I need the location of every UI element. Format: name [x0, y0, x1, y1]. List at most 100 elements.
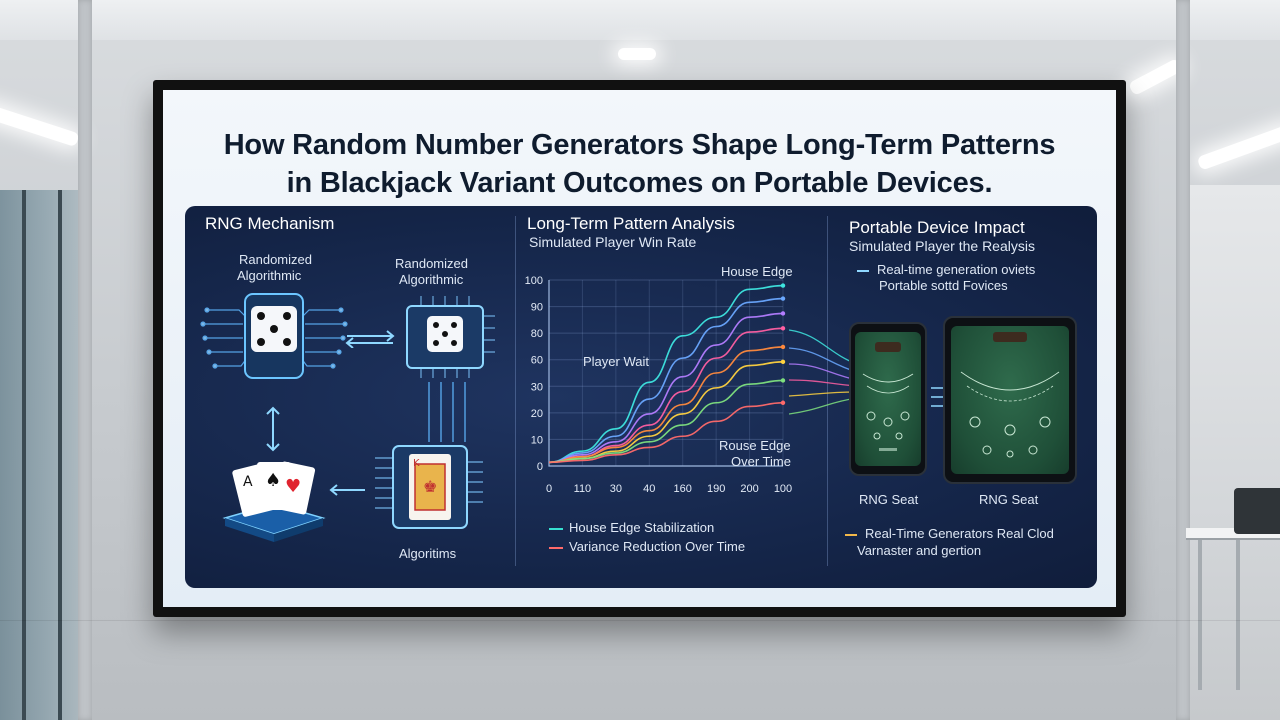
chart-series-endpoint [780, 400, 786, 405]
smartphone-device [849, 322, 927, 476]
chart-label-house-edge-time-1: Rouse Edge [719, 438, 791, 453]
chart-y-tick-label: 100 [525, 275, 543, 287]
rng-label-right-1: Randomized [395, 256, 468, 271]
svg-text:♚: ♚ [423, 477, 437, 496]
device-bottom-line-2: Varnaster and gertion [857, 543, 982, 558]
svg-text:♠: ♠ [265, 470, 281, 491]
ceiling [0, 0, 1280, 40]
ceiling-light-far-right [1196, 123, 1280, 171]
chart-series-line [548, 346, 784, 464]
chart-y-tick-label: 30 [531, 381, 543, 393]
chart-y-tick-label: 20 [531, 408, 543, 420]
tablet-label: RNG Seat [979, 492, 1039, 507]
device-note-line-1: Real-time generation oviets [877, 262, 1036, 277]
svg-text:A: A [243, 474, 253, 490]
office-chair [1234, 488, 1280, 534]
legend-stabilization: House Edge Stabilization [569, 520, 715, 535]
chart-x-tick-label: 30 [610, 483, 622, 495]
glass-frame [22, 190, 26, 720]
chart-series-endpoint [780, 326, 786, 331]
rng-label-left-2: Algorithmic [237, 268, 302, 283]
chart-label-player: Player Wait [583, 354, 649, 369]
chart-series-endpoint [780, 283, 786, 288]
chart-x-tick-label: 40 [643, 483, 655, 495]
rng-label-right-2: Algorithmic [399, 272, 464, 287]
vertical-arrow-icon [266, 406, 280, 452]
exchange-arrow-icon [345, 330, 395, 348]
chart-series-endpoint [780, 344, 786, 350]
wall-pillar-right [1176, 0, 1190, 720]
pattern-section-subtitle: Simulated Player Win Rate [529, 234, 697, 250]
title-line-2: in Blackjack Variant Outcomes on Portabl… [286, 167, 993, 199]
arrow-left-icon [329, 484, 365, 496]
chart-x-tick-label: 100 [774, 483, 792, 495]
svg-text:♥: ♥ [285, 476, 301, 497]
device-section-subtitle: Simulated Player the Realysis [849, 238, 1035, 254]
desk-leg [1236, 540, 1240, 690]
pattern-section-title: Long-Term Pattern Analysis [527, 214, 735, 233]
phone-label: RNG Seat [859, 492, 919, 507]
chart-y-tick-label: 80 [531, 328, 543, 340]
tablet-screen [951, 326, 1069, 474]
legend-variance: Variance Reduction Over Time [569, 539, 746, 554]
phone-screen [855, 332, 921, 466]
playing-cards-icon: A ♠ ♥ [222, 461, 326, 542]
circuit-lines-icon [428, 382, 466, 442]
chart-x-tick-label: 200 [740, 483, 758, 495]
wall-pillar-left [78, 0, 92, 720]
device-bottom-line-1: Real-Time Generators Real Clod [865, 526, 1054, 541]
rng-label-bottom: Algoritims [399, 546, 457, 561]
glass-wall-left [0, 190, 80, 720]
chart-x-tick-label: 190 [707, 483, 725, 495]
rng-label-left-1: Randomized [239, 252, 312, 267]
ceiling-light-top [618, 48, 656, 60]
chart-series-endpoint [780, 378, 786, 383]
chart-label-house-edge-time-2: Over Time [731, 454, 791, 469]
king-card-chip-icon: K ♚ [375, 445, 483, 529]
chart-series-endpoint [780, 359, 786, 365]
chart-series-line [548, 401, 784, 464]
ceiling-light-left [0, 102, 80, 148]
chart-label-house-edge: House Edge [721, 264, 793, 279]
svg-text:K: K [413, 458, 420, 469]
chart-x-tick-label: 0 [546, 483, 552, 495]
device-note-line-2: Portable sottd Fovices [879, 278, 1008, 293]
chart-series-line [548, 284, 784, 464]
floor-line [0, 620, 1280, 621]
chart-y-tick-label: 90 [531, 302, 543, 314]
title-line-1: How Random Number Generators Shape Long-… [223, 129, 1056, 161]
section-divider [515, 216, 516, 566]
legend-line-variance [549, 547, 563, 549]
chart-series-endpoint [780, 296, 786, 301]
chart-series-line [548, 297, 784, 464]
infographic-title: How Random Number Generators Shape Long-… [163, 126, 1116, 202]
chart-x-tick-label: 110 [574, 483, 592, 495]
device-bottom-marker [845, 534, 857, 536]
ceiling-light-right [1127, 57, 1184, 97]
office-background-right [1182, 185, 1280, 720]
device-note-marker [857, 270, 869, 272]
chart-series-line [548, 312, 784, 464]
tablet-device [943, 316, 1077, 484]
chart-x-tick-label: 160 [674, 483, 692, 495]
chart-axes [548, 280, 783, 467]
chart-series-line [548, 379, 784, 464]
glass-frame [58, 190, 62, 720]
chart-y-tick-label: 0 [537, 461, 543, 473]
dice-chip-icon [200, 293, 348, 379]
chart-y-tick-label: 10 [531, 434, 543, 446]
desk-leg [1198, 540, 1202, 690]
wall-monitor: How Random Number Generators Shape Long-… [153, 80, 1126, 617]
tablet-blackjack-table-icon [960, 332, 1060, 458]
phone-blackjack-table-icon [862, 342, 914, 451]
legend-line-stabilization [549, 528, 563, 530]
chart-series-endpoint [780, 311, 786, 316]
device-section-title: Portable Device Impact [849, 218, 1025, 237]
monitor-screen: How Random Number Generators Shape Long-… [163, 90, 1116, 607]
rng-section-title: RNG Mechanism [205, 214, 335, 233]
chart-y-tick-label: 60 [531, 355, 543, 367]
section-divider [827, 216, 828, 566]
processor-dice-icon [406, 296, 495, 378]
infographic-panel: RNG Mechanism Randomized Algorithmic Ran… [185, 206, 1097, 588]
